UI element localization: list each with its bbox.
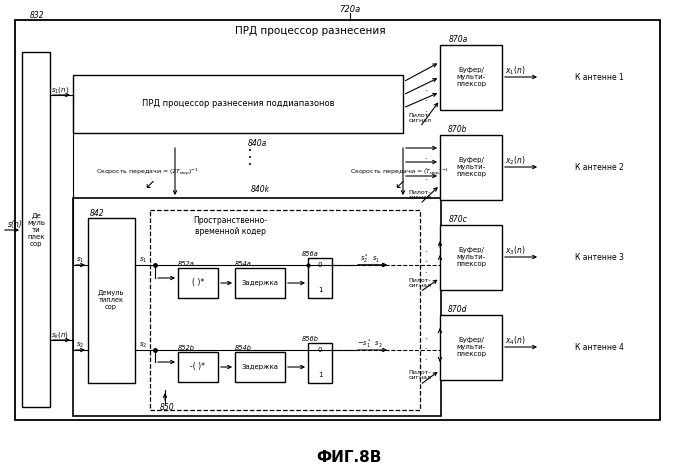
Text: $s_1(n)$: $s_1(n)$ <box>51 85 69 95</box>
Text: Де
муль
ти
плек
сор: Де муль ти плек сор <box>27 213 45 247</box>
Bar <box>440 225 502 290</box>
Text: Пилот-
сигнал: Пилот- сигнал <box>408 189 431 200</box>
Text: 850: 850 <box>160 403 175 411</box>
Bar <box>73 75 403 133</box>
Text: $s_2$: $s_2$ <box>139 340 147 349</box>
Text: $x_3(n)$: $x_3(n)$ <box>505 245 525 257</box>
Text: $s_k(n)$: $s_k(n)$ <box>51 330 69 340</box>
Text: Задержка: Задержка <box>241 280 278 286</box>
Text: Пилот-
сигнал: Пилот- сигнал <box>408 369 431 380</box>
Bar <box>22 52 50 407</box>
Text: Буфер/
мульти-
плексор: Буфер/ мульти- плексор <box>456 67 486 87</box>
Text: ·
·
·: · · · <box>50 203 52 237</box>
Text: ·
·
·: · · · <box>424 155 426 185</box>
Bar <box>150 210 420 410</box>
Text: $-s_1^*$  $s_2$: $-s_1^*$ $s_2$ <box>357 337 383 351</box>
Text: К антенне 2: К антенне 2 <box>575 162 624 171</box>
Text: Пилот-
сигнал: Пилот- сигнал <box>408 278 431 288</box>
Text: 852a: 852a <box>178 261 195 267</box>
Text: Демуль
типлек
сор: Демуль типлек сор <box>98 290 124 310</box>
Bar <box>235 352 285 382</box>
Text: 1: 1 <box>318 372 322 378</box>
Text: ↙: ↙ <box>395 178 405 190</box>
Text: К антенне 1: К антенне 1 <box>575 72 624 81</box>
Bar <box>88 218 135 383</box>
Text: ↙: ↙ <box>145 178 155 190</box>
Text: Задержка: Задержка <box>241 364 278 370</box>
Bar <box>235 268 285 298</box>
Text: К антенне 3: К антенне 3 <box>575 252 624 261</box>
Text: $s_1$: $s_1$ <box>76 256 84 265</box>
Bar <box>308 343 332 383</box>
Text: 840a: 840a <box>248 139 267 148</box>
Bar <box>308 258 332 298</box>
Bar <box>178 352 218 382</box>
Text: $x_2(n)$: $x_2(n)$ <box>505 155 525 167</box>
Text: 840k: 840k <box>250 186 270 195</box>
Text: Скорость передачи = $(2T_{\rm мор})^{-1}$: Скорость передачи = $(2T_{\rm мор})^{-1}… <box>96 166 199 178</box>
Text: $s_2$: $s_2$ <box>76 340 84 349</box>
Text: Буфер/
мульти-
плексор: Буфер/ мульти- плексор <box>456 157 486 177</box>
Text: ·
·
·: · · · <box>424 87 426 117</box>
Text: Пилот-
сигнал: Пилот- сигнал <box>408 113 431 123</box>
Bar <box>15 20 660 420</box>
Text: -( )*: -( )* <box>191 363 206 371</box>
Text: •
•
•: • • • <box>248 148 252 168</box>
Bar <box>440 135 502 200</box>
Text: ПРД процессор разнесения: ПРД процессор разнесения <box>235 26 385 36</box>
Text: Буфер/
мульти-
плексор: Буфер/ мульти- плексор <box>456 247 486 267</box>
Text: $s_1$: $s_1$ <box>139 256 147 265</box>
Text: s(n): s(n) <box>8 220 23 229</box>
Text: К антенне 4: К антенне 4 <box>575 343 624 351</box>
Text: ·
·
·: · · · <box>424 335 426 365</box>
Text: 854b: 854b <box>235 345 252 351</box>
Text: Буфер/
мульти-
плексор: Буфер/ мульти- плексор <box>456 337 486 357</box>
Bar <box>73 198 441 416</box>
Text: Скорость передачи = $(T_{\rm мор})^{-1}$: Скорость передачи = $(T_{\rm мор})^{-1}$ <box>350 166 449 178</box>
Text: ФИГ.8В: ФИГ.8В <box>317 450 382 466</box>
Text: 856b: 856b <box>301 336 319 342</box>
Bar <box>440 315 502 380</box>
Text: 0: 0 <box>318 262 322 268</box>
Bar <box>178 268 218 298</box>
Bar <box>440 45 502 110</box>
Text: 832: 832 <box>30 10 45 20</box>
Text: 1: 1 <box>318 287 322 293</box>
Text: 0: 0 <box>318 347 322 353</box>
Text: 870c: 870c <box>449 216 468 225</box>
Text: Пространственно-
временной кодер: Пространственно- временной кодер <box>193 216 267 236</box>
Text: $s_2^*$  $s_1$: $s_2^*$ $s_1$ <box>360 252 380 266</box>
Text: $x_4(n)$: $x_4(n)$ <box>505 335 525 347</box>
Text: ( )*: ( )* <box>192 278 204 288</box>
Text: ·
·
·: · · · <box>424 248 426 278</box>
Text: $x_1(n)$: $x_1(n)$ <box>505 65 525 77</box>
Text: 870b: 870b <box>448 126 468 135</box>
Text: 852b: 852b <box>178 345 195 351</box>
Text: 854a: 854a <box>235 261 252 267</box>
Text: 842: 842 <box>90 208 105 218</box>
Text: ПРД процессор разнесения поддиапазонов: ПРД процессор разнесения поддиапазонов <box>142 99 334 109</box>
Text: 870a: 870a <box>448 36 468 44</box>
Text: 856a: 856a <box>302 251 318 257</box>
Text: 870d: 870d <box>448 306 468 315</box>
Text: 720a: 720a <box>340 6 361 14</box>
